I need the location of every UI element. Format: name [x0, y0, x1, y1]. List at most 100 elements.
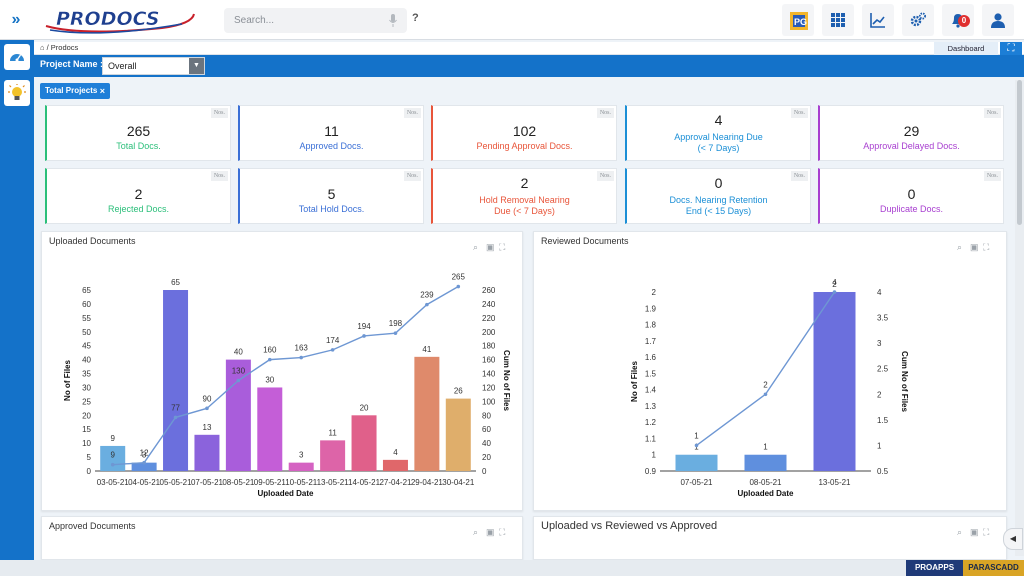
stat-label: Rejected Docs.: [107, 204, 170, 214]
cumulative-point: [832, 290, 837, 294]
stat-card[interactable]: Nos. 5 Total Hold Docs.: [238, 168, 424, 224]
project-name-select[interactable]: Overall ▼: [102, 57, 205, 75]
prodocs-logo[interactable]: PRODOCS: [42, 4, 196, 36]
unit-badge: Nos.: [596, 171, 614, 181]
y-tick-label: 40: [82, 356, 91, 365]
table-view-icon[interactable]: ▣: [486, 527, 495, 537]
user-profile-button[interactable]: [982, 4, 1014, 36]
x-tick-label: 10-05-21: [285, 478, 318, 487]
stat-card[interactable]: Nos. 2 Rejected Docs.: [45, 168, 231, 224]
microphone-icon[interactable]: [389, 14, 397, 27]
breadcrumb-text[interactable]: / Prodocs: [46, 43, 79, 52]
footer-brand-parascadd[interactable]: PARASCADD: [963, 560, 1024, 576]
filter-icon[interactable]: ⌕: [473, 527, 479, 537]
y-tick-label: 1.9: [645, 304, 657, 313]
unit-badge: Nos.: [403, 108, 421, 118]
table-view-icon[interactable]: ▣: [970, 527, 979, 537]
stat-label: Due (< 7 Days): [494, 206, 555, 216]
y-tick-label: 25: [82, 397, 91, 406]
reviewed-documents-panel: Reviewed Documents ⌕ ▣ ⛶ 0.9 1 1.1 1.2 1.3 1.4 1…: [533, 231, 1007, 511]
y-axis-title: No of Files: [630, 361, 639, 402]
filter-icon[interactable]: ⌕: [957, 242, 963, 252]
stat-value: 0: [714, 175, 723, 191]
expand-icon[interactable]: ⛶: [499, 527, 506, 537]
svg-text:PG: PG: [794, 17, 807, 27]
apps-grid-button[interactable]: [822, 4, 854, 36]
y2-tick-label: 40: [482, 439, 491, 448]
bar-value-label: 41: [422, 345, 431, 354]
y-tick-label: 50: [82, 328, 91, 337]
table-view-icon[interactable]: ▣: [970, 242, 979, 252]
collapse-panel-icon[interactable]: ◀: [1003, 528, 1023, 550]
cumulative-point: [763, 392, 768, 397]
dropdown-arrow-icon[interactable]: ▼: [189, 58, 204, 74]
left-sidebar: [0, 40, 34, 560]
chart-bar: [194, 434, 220, 471]
comparison-panel: Uploaded vs Reviewed vs Approved ⌕ ▣ ⛶: [533, 516, 1007, 560]
stat-card[interactable]: Nos. 102 Pending Approval Docs.: [431, 105, 617, 161]
y-tick-label: 60: [82, 300, 91, 309]
y-tick-label: 65: [82, 286, 91, 295]
total-projects-chip[interactable]: Total Projects ×: [40, 83, 110, 99]
y2-tick-label: 1: [877, 441, 882, 450]
speedometer-icon: [10, 54, 24, 62]
cumulative-value-label: 1: [694, 431, 699, 440]
line-chart-icon: [870, 13, 885, 28]
stat-card[interactable]: Nos. 0 Docs. Nearing Retention End (< 15 Da…: [625, 168, 811, 224]
stat-value: 2: [134, 186, 143, 202]
stat-value: 11: [324, 123, 339, 139]
panel-title: Reviewed Documents: [541, 236, 629, 246]
chart-bar: [382, 459, 408, 471]
project-filter-bar: Project Name : Overall ▼: [34, 55, 1024, 77]
tab-dashboard[interactable]: Dashboard: [934, 42, 998, 55]
sidebar-item-ideas[interactable]: [4, 80, 30, 106]
y2-tick-label: 80: [482, 411, 491, 420]
stat-card[interactable]: Nos. 29 Approval Delayed Docs.: [818, 105, 1004, 161]
cumulative-point: [393, 331, 398, 335]
y2-tick-label: 100: [482, 397, 496, 406]
stat-card[interactable]: Nos. 0 Duplicate Docs.: [818, 168, 1004, 224]
bar-value-label: 30: [265, 375, 274, 384]
expand-menu-icon[interactable]: »: [11, 11, 21, 28]
chart-bar: [320, 440, 346, 471]
x-tick-label: 30-04-21: [442, 478, 475, 487]
cumulative-value-label: 4: [832, 278, 837, 287]
y2-tick-label: 20: [482, 453, 491, 462]
filter-icon[interactable]: ⌕: [957, 527, 963, 537]
search-input[interactable]: [234, 8, 384, 33]
unit-badge: Nos.: [790, 171, 808, 181]
y-tick-label: 1.3: [645, 402, 657, 411]
expand-icon[interactable]: ⛶: [983, 527, 990, 537]
cumulative-point: [267, 357, 272, 362]
footer-brand-proapps[interactable]: PROAPPS: [906, 560, 963, 576]
sidebar-item-dashboard[interactable]: [4, 44, 30, 70]
fullscreen-icon[interactable]: ⛶: [1000, 42, 1022, 55]
stat-card[interactable]: Nos. 2 Hold Removal Nearing Due (< 7 Days): [431, 168, 617, 224]
cumulative-point: [362, 334, 366, 338]
table-view-icon[interactable]: ▣: [486, 242, 495, 252]
stat-card[interactable]: Nos. 265 Total Docs.: [45, 105, 231, 161]
x-tick-label: 03-05-21: [97, 478, 130, 487]
filter-icon[interactable]: ⌕: [473, 242, 479, 252]
x-tick-label: 09-05-21: [254, 478, 287, 487]
x-tick-label: 05-05-21: [160, 478, 193, 487]
analytics-button[interactable]: [862, 4, 894, 36]
notifications-button[interactable]: 0: [942, 4, 974, 36]
stat-card[interactable]: Nos. 4 Approval Nearing Due (< 7 Days): [625, 105, 811, 161]
chart-bar: [414, 356, 440, 471]
help-icon[interactable]: ?: [412, 12, 419, 24]
cumulative-value-label: 77: [171, 403, 180, 412]
chip-close-icon[interactable]: ×: [99, 86, 105, 96]
expand-icon[interactable]: ⛶: [983, 242, 990, 252]
home-icon[interactable]: ⌂: [40, 43, 45, 52]
page-scrollbar[interactable]: [1015, 80, 1024, 556]
stat-value: 102: [512, 123, 537, 139]
settings-button[interactable]: [902, 4, 934, 36]
product-switch-button[interactable]: PG: [782, 4, 814, 36]
scrollbar-thumb[interactable]: [1017, 80, 1022, 225]
y-tick-label: 35: [82, 370, 91, 379]
stat-card[interactable]: Nos. 11 Approved Docs.: [238, 105, 424, 161]
stat-label: Hold Removal Nearing: [479, 195, 570, 205]
expand-icon[interactable]: ⛶: [499, 242, 506, 252]
reviewed-documents-chart: 0.9 1 1.1 1.2 1.3 1.4 1.5 1.6 1.7 1.8 1.9 2 0.5 1 1.5 2…: [630, 278, 909, 498]
